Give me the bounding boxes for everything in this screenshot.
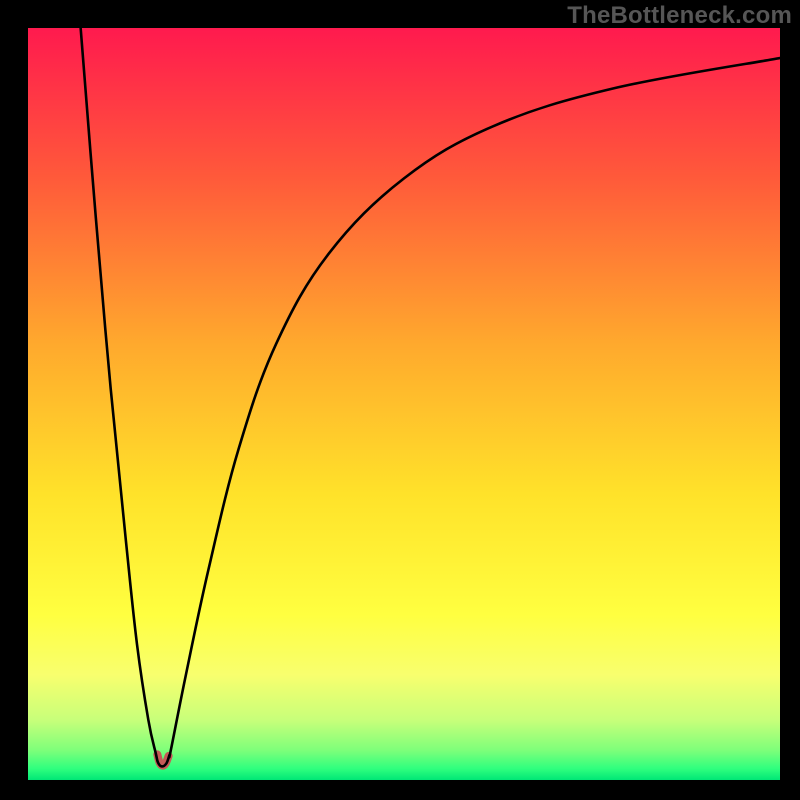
watermark-text: TheBottleneck.com: [567, 2, 792, 30]
outer-frame: TheBottleneck.com: [0, 0, 800, 800]
plot-svg: [28, 28, 780, 780]
plot-area: [28, 28, 780, 780]
